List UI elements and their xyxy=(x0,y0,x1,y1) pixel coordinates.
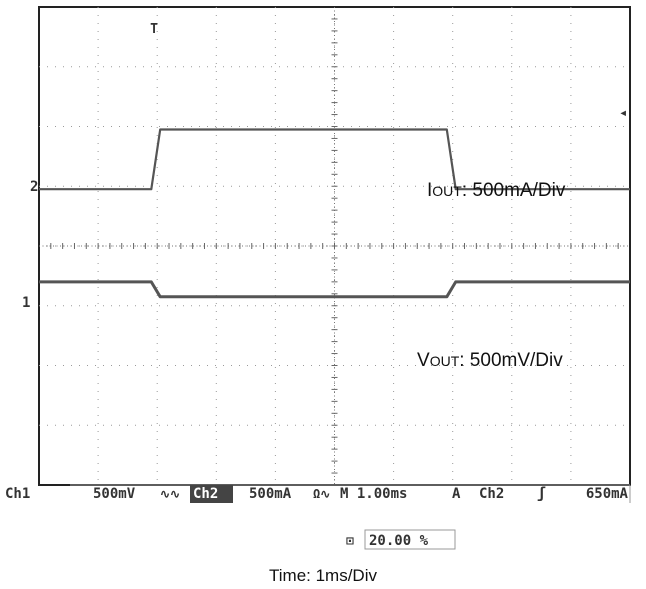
iout-annotation-sub: OUT xyxy=(432,183,462,199)
graticule xyxy=(39,7,630,485)
position-value: 20.00 % xyxy=(369,533,429,549)
trigger-mode: A xyxy=(452,486,461,502)
x-axis-label: Time: 1ms/Div xyxy=(269,566,377,585)
ch2-ref-marker: 2 xyxy=(30,179,38,195)
ch2-coupling-icon: Ω∿ xyxy=(313,487,330,501)
ch2-label-highlight xyxy=(190,485,233,503)
vout-annotation-scale: : 500mV/Div xyxy=(459,350,563,371)
iout-annotation: IOUT: 500mA/Div xyxy=(427,180,566,201)
ch1-scale: 500mV xyxy=(93,486,136,502)
trigger-level: 650mA xyxy=(586,486,629,502)
trigger-time-marker: T xyxy=(150,22,158,37)
vout-annotation: VOUT: 500mV/Div xyxy=(417,350,563,371)
position-icon: ⊡ xyxy=(346,534,354,549)
ch1-trace xyxy=(39,280,630,299)
ch2-trace xyxy=(39,128,630,191)
trigger-level-marker: ◂ xyxy=(619,105,627,121)
trigger-source: Ch2 xyxy=(479,486,504,502)
trigger-slope-icon: ʃ xyxy=(537,484,546,502)
vout-annotation-main: V xyxy=(417,350,430,371)
ch1-coupling-icon: ∿∿ xyxy=(160,487,180,501)
scope-status-bar: Ch1 500mV ∿∿ Ch2 500mA Ω∿ M 1.00ms A Ch2… xyxy=(5,484,631,550)
vout-annotation-sub: OUT xyxy=(430,353,460,369)
ch2-scale: 500mA xyxy=(249,486,292,502)
position-box xyxy=(364,529,456,550)
timebase: M 1.00ms xyxy=(340,486,407,502)
iout-annotation-scale: : 500mA/Div xyxy=(462,180,566,201)
traces xyxy=(39,128,630,299)
ch1-ref-marker: 1 xyxy=(22,295,30,311)
iout-annotation-main: I xyxy=(427,180,432,201)
ch2-label: Ch2 xyxy=(193,486,218,502)
ch1-label: Ch1 xyxy=(5,486,30,502)
